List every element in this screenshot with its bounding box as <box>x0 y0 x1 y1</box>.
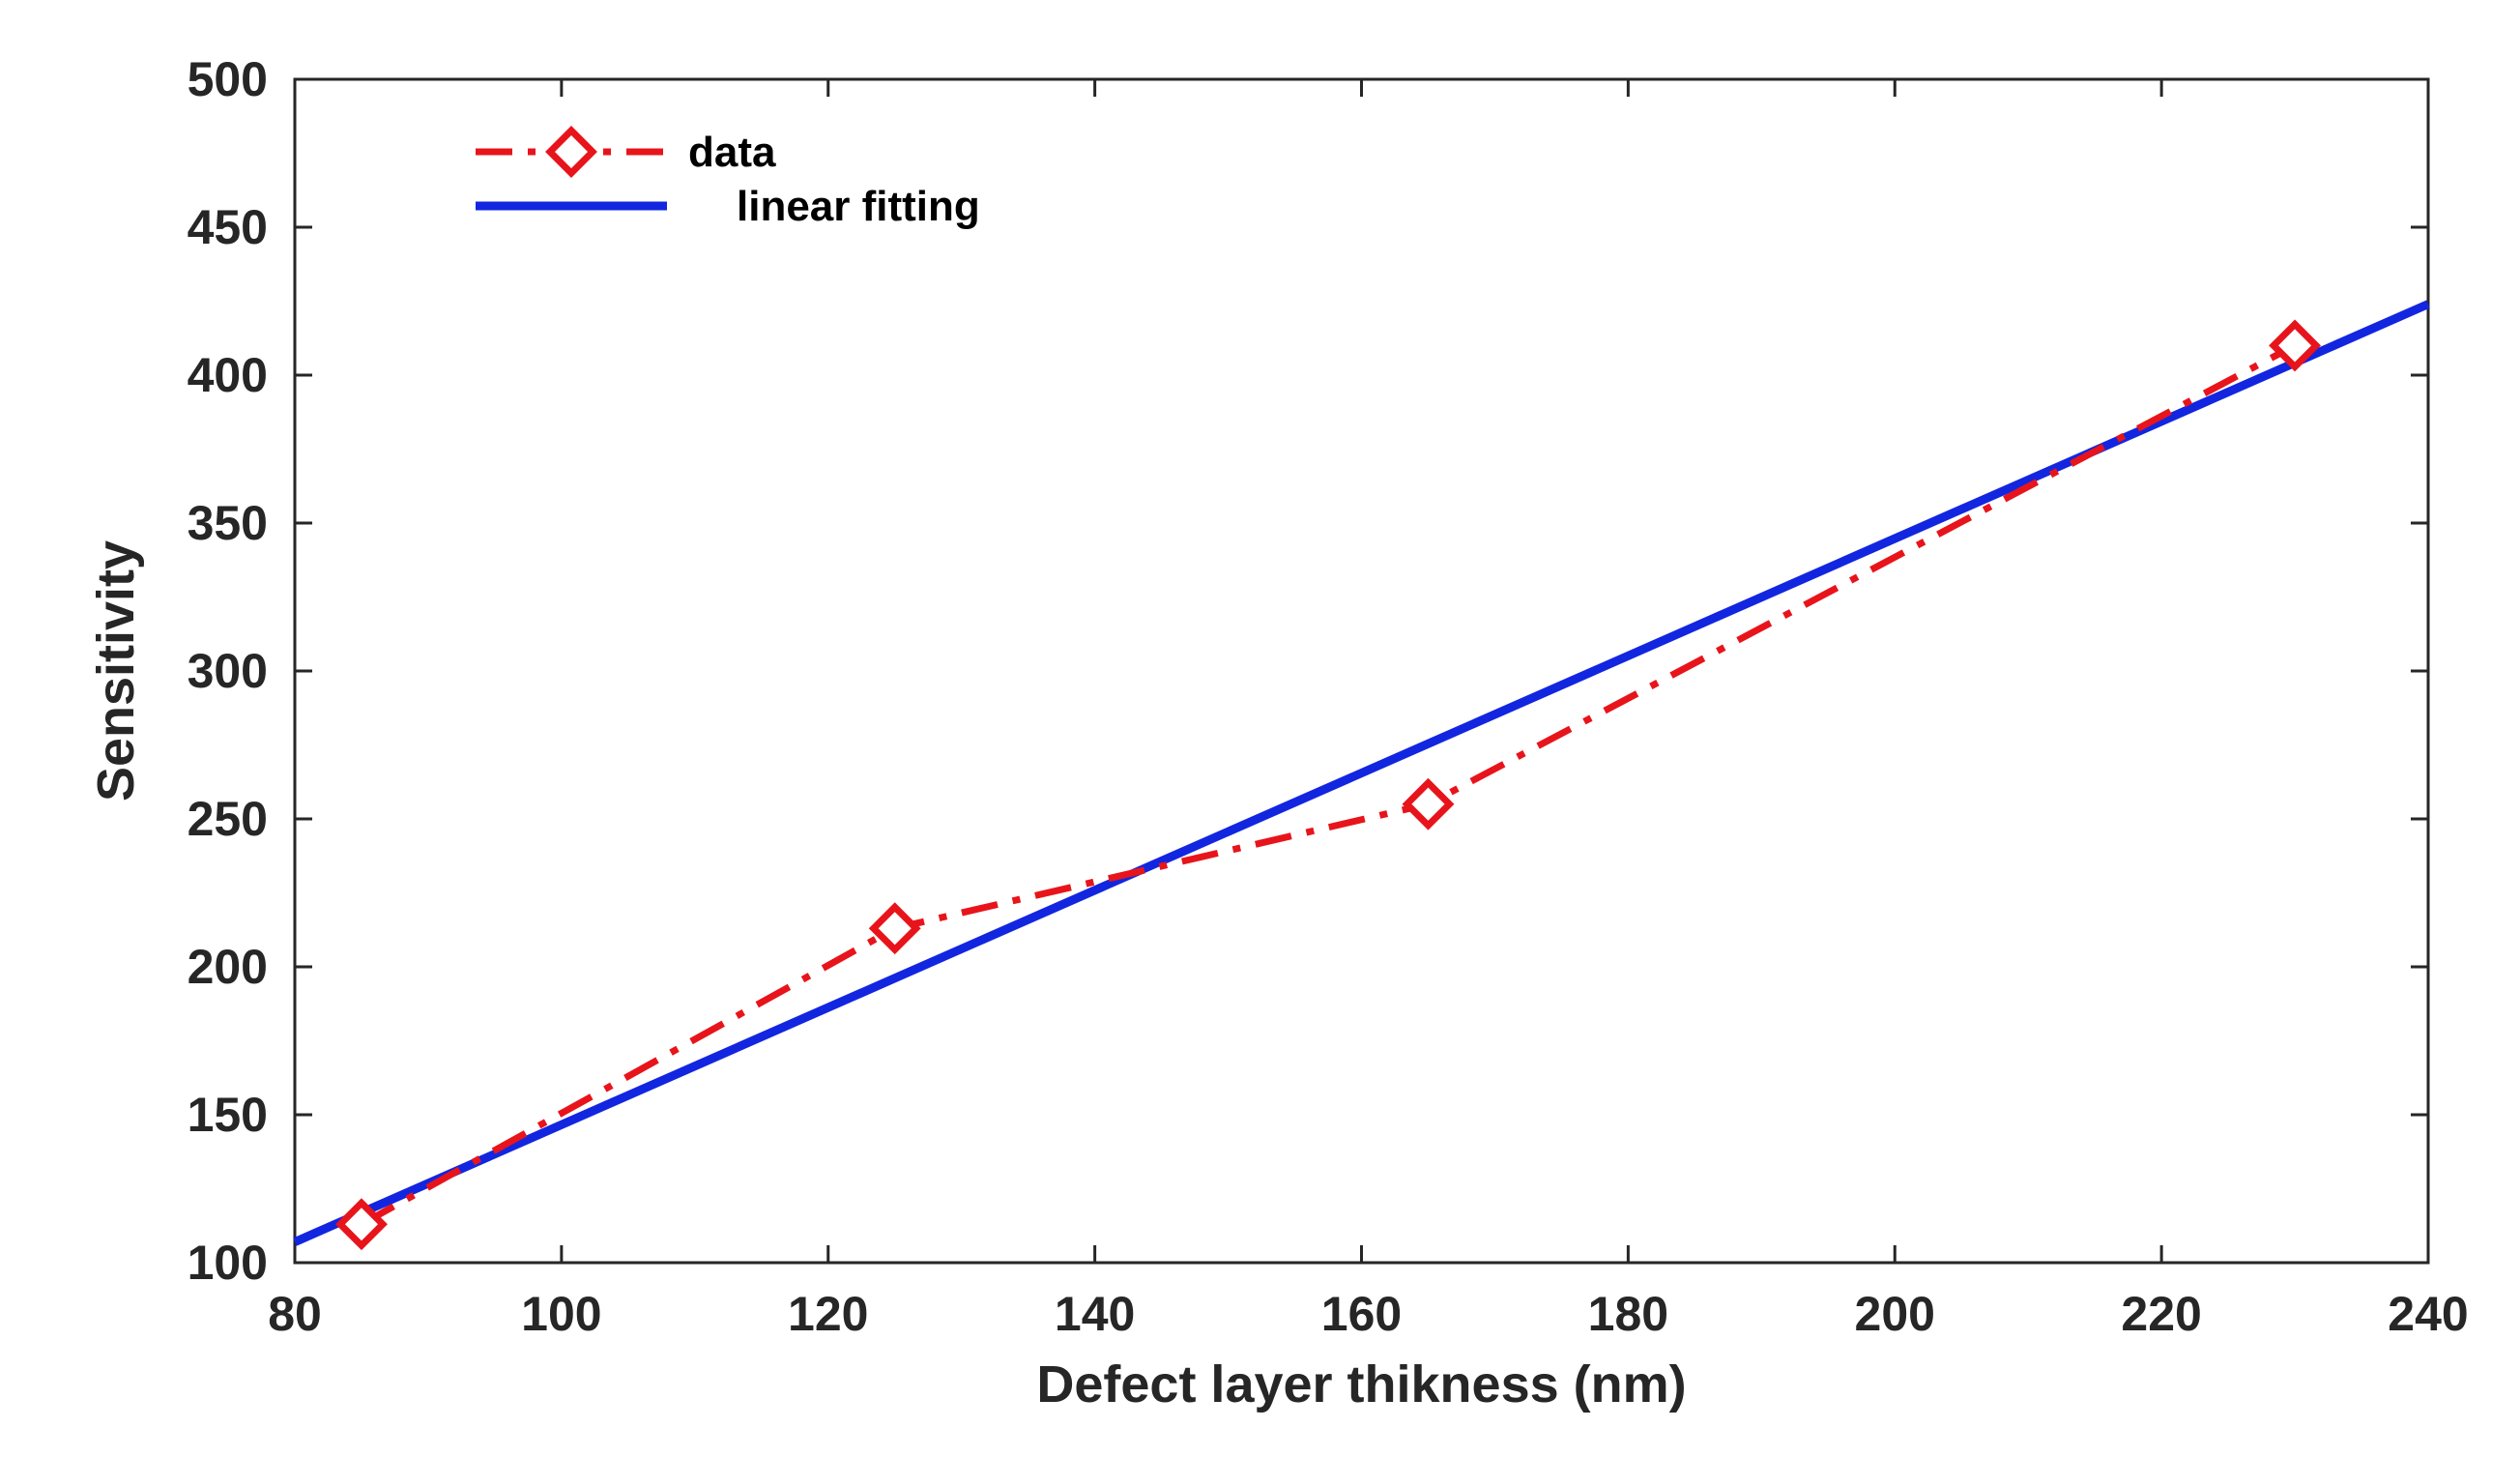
x-tick-label: 140 <box>1055 1287 1135 1341</box>
y-tick-label: 200 <box>188 940 268 994</box>
y-tick-label: 450 <box>188 200 268 254</box>
x-axis-ticks: 80 100 120 140 160 180 200 220 240 <box>268 79 2469 1341</box>
y-tick-label: 250 <box>188 792 268 846</box>
legend-label-linear-fitting: linear fitting <box>737 183 980 230</box>
legend-item-data <box>476 126 667 178</box>
y-tick-label: 400 <box>188 348 268 402</box>
legend: data linear fitting <box>476 126 980 230</box>
x-tick-label: 160 <box>1321 1287 1402 1341</box>
x-tick-label: 200 <box>1855 1287 1935 1341</box>
data-point-marker <box>868 902 921 955</box>
y-tick-label: 100 <box>188 1236 268 1290</box>
plot-frame <box>293 77 2430 1265</box>
plot-border <box>293 77 2430 1265</box>
series-layer <box>293 300 2430 1251</box>
x-tick-label: 80 <box>268 1287 322 1341</box>
x-tick-label: 240 <box>2388 1287 2468 1341</box>
series-line-1 <box>293 300 2430 1246</box>
y-tick-label: 300 <box>188 644 268 698</box>
y-axis-ticks: 100 150 200 250 300 350 400 450 500 <box>188 52 2428 1290</box>
x-tick-label: 100 <box>521 1287 601 1341</box>
y-tick-label: 350 <box>188 496 268 550</box>
legend-label-data: data <box>688 129 776 176</box>
y-tick-label: 150 <box>188 1088 268 1142</box>
series-line-0 <box>360 342 2297 1228</box>
data-point-marker <box>2269 319 2322 372</box>
legend-marker-0 <box>545 126 597 178</box>
x-tick-label: 180 <box>1588 1287 1668 1341</box>
x-tick-label: 120 <box>788 1287 868 1341</box>
data-point-marker <box>335 1198 388 1251</box>
data-point-marker <box>1402 777 1455 830</box>
y-tick-label: 500 <box>188 52 268 106</box>
y-axis-title: Sensitivity <box>87 540 145 801</box>
x-tick-label: 220 <box>2121 1287 2201 1341</box>
x-axis-title: Defect layer thikness (nm) <box>1036 1355 1686 1413</box>
